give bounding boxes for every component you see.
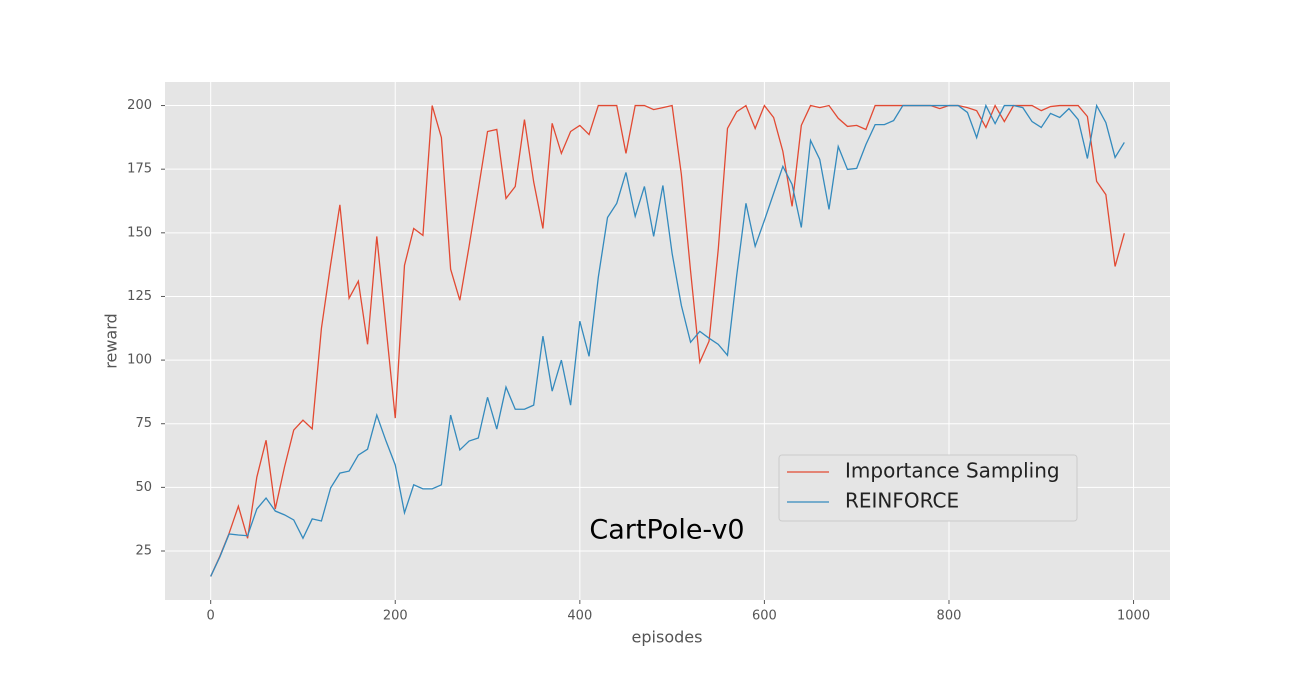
line [210,103,1125,577]
y-tick-label: 100 [127,353,152,368]
y-tick-label: 175 [127,162,152,177]
y-tick-label: 150 [127,225,152,240]
y-tick-label: 50 [135,480,152,495]
legend-label: Importance Sampling [845,459,1060,483]
x-tick-label: 800 [937,609,962,624]
x-axis-label: episodes [632,628,703,647]
y-tick-label: 25 [135,544,152,559]
legend-label: REINFORCE [845,489,959,513]
y-tick-label: 75 [135,416,152,431]
line [210,104,1125,577]
x-tick-label: 200 [383,609,408,624]
y-axis-label: reward [102,313,121,368]
x-tick-label: 0 [207,609,215,624]
legend-box [778,454,1078,522]
x-tick-label: 1000 [1117,609,1150,624]
y-tick-label: 200 [127,98,152,113]
y-tick-label: 125 [127,289,152,304]
x-tick-label: 600 [752,609,777,624]
x-tick-label: 400 [567,609,592,624]
annotation: CartPole-v0 [589,515,744,546]
